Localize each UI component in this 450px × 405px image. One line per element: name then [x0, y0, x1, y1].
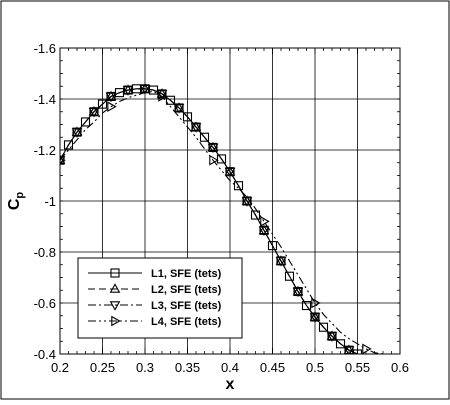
series-3-point	[309, 313, 321, 323]
series-4-point	[362, 343, 372, 354]
series-3-point	[292, 287, 304, 298]
legend-label: L2, SFE (tets)	[151, 284, 222, 296]
x-tick-label: 0.45	[260, 360, 285, 375]
y-axis-title-sub: p	[14, 192, 26, 199]
legend-marker	[111, 315, 121, 327]
series-2-point	[71, 126, 83, 136]
x-tick-label: 0.5	[306, 360, 324, 375]
series-3-point	[71, 128, 83, 138]
legend-item-4: L4, SFE (tets)	[88, 315, 222, 328]
legend-label: L1, SFE (tets)	[151, 268, 222, 280]
legend-marker	[109, 283, 121, 293]
series-3-point	[343, 346, 355, 354]
series-2-point	[326, 330, 338, 340]
series-2-point	[309, 311, 321, 321]
tick-layer	[59, 47, 401, 355]
series-3-point	[173, 104, 185, 114]
series-2-point	[292, 285, 304, 296]
x-tick-label: 0.3	[136, 360, 154, 375]
legend-items: L1, SFE (tets) L2, SFE (tets) L3, SFE (tet…	[88, 268, 222, 328]
series-1-point	[233, 181, 244, 191]
series-3-point	[139, 85, 151, 95]
series-1-point	[267, 241, 278, 251]
y-axis-title: Cp	[6, 192, 26, 211]
legend-box	[77, 257, 243, 339]
legend-marker	[110, 268, 120, 278]
x-tick-labels: 0.2 0.25 0.3 0.35 0.4 0.45 0.5 0.55 0.6	[51, 360, 409, 375]
series-3-point	[122, 86, 134, 96]
series-1-point	[165, 95, 176, 105]
legend-item-3: L3, SFE (tets)	[88, 300, 222, 312]
series-2-point	[173, 102, 185, 112]
series-4-point	[311, 297, 321, 309]
series-1-point	[335, 339, 346, 349]
series-4	[60, 90, 384, 354]
series-2-point	[88, 106, 100, 116]
series-2-point	[139, 83, 151, 93]
series-3	[60, 85, 358, 354]
series-3-point	[241, 197, 253, 207]
y-tick-label: -0.8	[34, 245, 56, 260]
series-3-point	[224, 167, 236, 178]
series-4-point	[107, 101, 117, 112]
legend-item-1: L1, SFE (tets)	[88, 268, 222, 280]
series-2-point	[275, 255, 287, 265]
series-2-point	[190, 121, 202, 131]
y-tick-label: -1.4	[34, 92, 56, 107]
legend-marker	[109, 301, 121, 311]
series-1-point	[80, 117, 91, 127]
y-tick-label: -1.2	[34, 143, 56, 158]
series-3-point	[275, 257, 287, 267]
series-3-point	[105, 92, 117, 103]
series-1-point	[301, 300, 312, 311]
series-2-point	[258, 224, 270, 235]
series-2-point	[207, 141, 219, 152]
series-1-point	[250, 210, 261, 220]
series-2-point	[241, 195, 253, 205]
x-tick-label: 0.25	[90, 360, 115, 375]
x-tick-label: 0.35	[175, 360, 200, 375]
y-tick-labels: -0.4 -0.6 -0.8 -1 -1.2 -1.4 -1.6	[34, 41, 56, 362]
series-3-point	[190, 123, 202, 133]
series-1-point	[284, 271, 295, 281]
series-3-point	[60, 156, 66, 166]
series-1-point	[318, 322, 329, 332]
series-4-point	[209, 154, 219, 166]
series-1-point	[182, 112, 193, 122]
y-tick-label: -1.6	[34, 41, 56, 56]
series-3-point	[88, 108, 100, 118]
series-3-point	[326, 332, 338, 342]
series-3-point	[258, 226, 270, 237]
x-tick-label: 0.4	[221, 360, 239, 375]
legend-label: L3, SFE (tets)	[151, 300, 222, 312]
y-tick-label: -0.4	[34, 347, 56, 362]
y-axis-title-main: C	[6, 198, 23, 210]
x-tick-label: 0.2	[51, 360, 69, 375]
series-2-point	[60, 154, 66, 164]
series-1-point	[216, 154, 227, 164]
series-1-point	[97, 99, 108, 109]
legend: L1, SFE (tets) L2, SFE (tets) L3, SFE (tet…	[77, 257, 243, 339]
x-axis-title: x	[226, 376, 235, 393]
y-tick-label: -0.6	[34, 296, 56, 311]
series-1-point	[199, 132, 210, 142]
y-tick-label: -1	[44, 194, 56, 209]
x-tick-label: 0.6	[391, 360, 409, 375]
legend-label: L4, SFE (tets)	[151, 316, 222, 328]
series-layer	[60, 83, 384, 354]
legend-item-2: L2, SFE (tets)	[88, 283, 222, 296]
series-3-point	[207, 143, 219, 154]
series-4-point	[260, 216, 270, 227]
series-4-line	[60, 90, 384, 354]
series-1-point	[63, 140, 74, 150]
series-2-point	[224, 165, 236, 176]
x-tick-label: 0.55	[345, 360, 370, 375]
series-4-point	[158, 91, 168, 102]
